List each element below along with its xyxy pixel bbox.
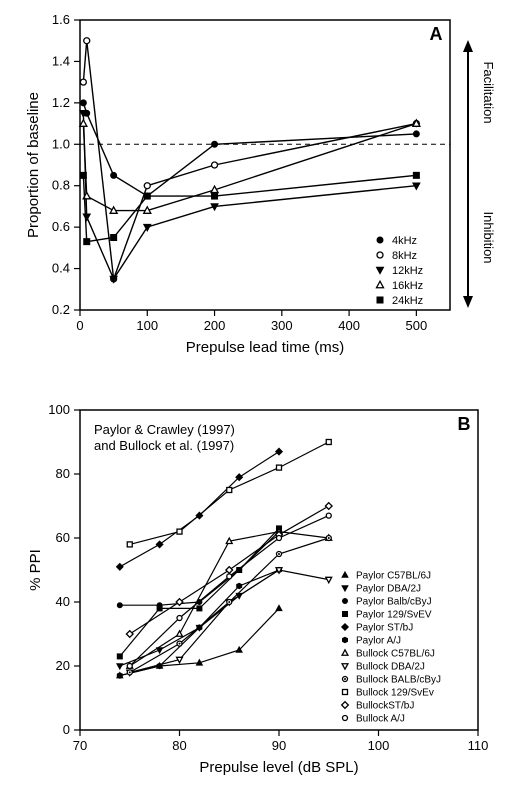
svg-text:A: A [430,24,443,44]
svg-text:1.6: 1.6 [52,12,70,27]
figure-container: 01002003004005000.20.40.60.81.01.21.41.6… [0,0,518,794]
chart-a-svg: 0 100 200 300 400 500 0.2 0.4 0.6 0.8 1.0 1.2 1.4 1.6… [20,10,498,360]
svg-text:0.4: 0.4 [52,261,70,276]
svg-text:200: 200 [204,318,226,333]
svg-text:400: 400 [338,318,360,333]
svg-text:70: 70 [73,738,87,753]
svg-text:Facilitation: Facilitation [481,61,496,123]
svg-text:Paylor ST/bJ: Paylor ST/bJ [356,623,413,634]
svg-text:4kHz: 4kHz [392,235,417,247]
svg-text:24kHz: 24kHz [392,295,423,307]
svg-text:Paylor 129/SvEV: Paylor 129/SvEV [356,610,432,621]
svg-text:BullockST/bJ: BullockST/bJ [356,701,414,712]
svg-text:80: 80 [56,466,70,481]
svg-text:100: 100 [48,402,70,417]
svg-text:Paylor A/J: Paylor A/J [356,636,401,647]
svg-text:1.2: 1.2 [52,95,70,110]
svg-text:Prepulse lead time (ms): Prepulse lead time (ms) [186,339,344,356]
svg-text:Paylor C57BL/6J: Paylor C57BL/6J [356,571,431,582]
svg-text:500: 500 [406,318,428,333]
svg-text:0.8: 0.8 [52,178,70,193]
svg-text:0.2: 0.2 [52,302,70,317]
svg-text:0: 0 [76,318,83,333]
svg-text:Prepulse level (dB SPL): Prepulse level (dB SPL) [199,759,358,776]
svg-text:Bullock DBA/2J: Bullock DBA/2J [356,662,425,673]
chart-b-svg: 70 80 90 100 110 0 20 40 60 80 100 Prepulse level (… [20,400,498,780]
svg-text:B: B [458,414,471,434]
svg-text:Bullock A/J: Bullock A/J [356,714,405,725]
svg-text:1.0: 1.0 [52,136,70,151]
svg-text:Paylor & Crawley (1997): Paylor & Crawley (1997) [94,422,235,437]
svg-text:100: 100 [136,318,158,333]
svg-text:110: 110 [468,738,489,753]
svg-text:and Bullock et al. (1997): and Bullock et al. (1997) [94,438,234,453]
svg-text:Paylor Balb/cByJ: Paylor Balb/cByJ [356,597,432,608]
svg-text:40: 40 [56,594,70,609]
svg-text:Proportion of baseline: Proportion of baseline [25,92,42,238]
svg-text:Inhibition: Inhibition [481,211,496,263]
svg-text:% PPI: % PPI [27,549,44,591]
panel-b: 70 80 90 100 110 0 20 40 60 80 100 Prepulse level (… [20,400,498,780]
svg-text:Paylor DBA/2J: Paylor DBA/2J [356,584,421,595]
svg-text:60: 60 [56,530,70,545]
panel-a: 0 100 200 300 400 500 0.2 0.4 0.6 0.8 1.0 1.2 1.4 1.6… [20,10,498,360]
svg-text:1.4: 1.4 [52,53,70,68]
svg-text:90: 90 [272,738,286,753]
svg-text:Bullock 129/SvEv: Bullock 129/SvEv [356,688,434,699]
svg-text:0.6: 0.6 [52,219,70,234]
svg-text:300: 300 [271,318,293,333]
svg-text:100: 100 [368,738,390,753]
svg-text:8kHz: 8kHz [392,250,417,262]
svg-text:Bullock C57BL/6J: Bullock C57BL/6J [356,649,435,660]
svg-text:12kHz: 12kHz [392,265,423,277]
svg-text:Bullock BALB/cByJ: Bullock BALB/cByJ [356,675,441,686]
svg-text:16kHz: 16kHz [392,280,423,292]
svg-text:20: 20 [56,658,70,673]
svg-text:80: 80 [172,738,186,753]
svg-text:0: 0 [63,722,70,737]
